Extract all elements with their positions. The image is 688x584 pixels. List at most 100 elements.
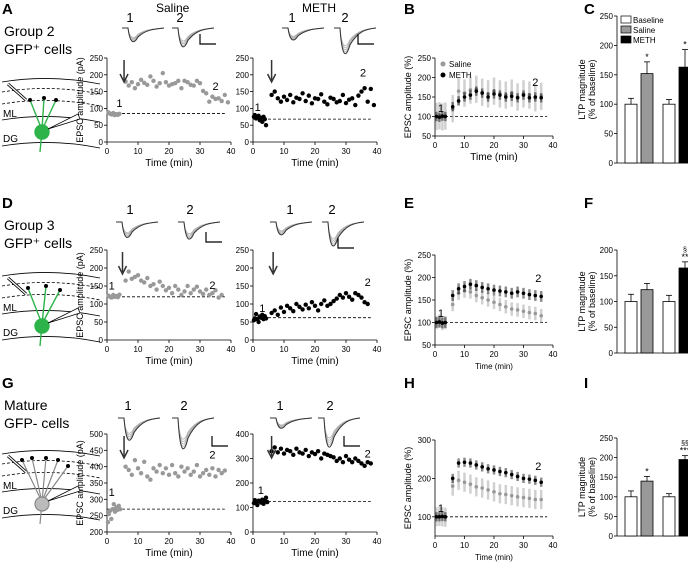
series-point-saline xyxy=(509,493,514,498)
trace-label-A-meth-1: 1 xyxy=(288,10,295,25)
data-point xyxy=(272,445,277,450)
timepoint-label-2: 2 xyxy=(360,67,366,79)
series-point-meth xyxy=(440,321,445,325)
trace-label-A-meth-2: 2 xyxy=(341,10,348,25)
series-point-saline xyxy=(492,300,496,305)
trace-line xyxy=(282,27,325,41)
column-title-saline: Saline xyxy=(156,1,190,15)
y-tick-label: 300 xyxy=(418,436,432,445)
data-point xyxy=(340,295,346,300)
series-point-meth xyxy=(474,463,479,467)
data-point xyxy=(207,99,212,104)
bar-saline xyxy=(640,289,654,354)
neuron-D xyxy=(26,284,62,347)
series-point-meth xyxy=(504,470,508,475)
data-point xyxy=(213,288,218,293)
series-point-meth xyxy=(515,95,520,100)
y-tick-label: 100 xyxy=(600,298,614,307)
panel-label-F: F xyxy=(584,195,593,212)
significance-stars: * xyxy=(683,40,687,50)
tetanus-arrowhead xyxy=(119,449,129,460)
data-point xyxy=(362,463,367,469)
data-point xyxy=(129,472,134,478)
series-point-meth xyxy=(533,478,538,483)
panel-label-I: I xyxy=(584,375,588,392)
x-tick-label: 20 xyxy=(311,345,320,354)
tetanus-arrowhead xyxy=(266,73,277,84)
data-point xyxy=(179,464,184,469)
x-axis-label: Time (min) xyxy=(145,356,192,367)
timepoint-label-2: 2 xyxy=(209,280,215,292)
trace-label-G-saline-1: 1 xyxy=(124,398,131,413)
series-point-saline xyxy=(456,291,461,296)
series-point-meth xyxy=(539,294,543,299)
data-point xyxy=(291,452,296,458)
data-point xyxy=(281,94,287,99)
tetanus-arrowhead xyxy=(119,73,129,84)
data-point xyxy=(281,309,287,315)
panel-label-D: D xyxy=(2,195,13,212)
data-point xyxy=(263,495,269,500)
series-point-meth xyxy=(480,465,485,469)
data-point xyxy=(154,84,159,89)
data-point xyxy=(334,458,339,464)
data-point xyxy=(297,304,302,310)
data-point xyxy=(176,287,181,292)
data-point xyxy=(169,291,175,296)
data-point xyxy=(182,469,187,474)
bar-baseline xyxy=(662,301,676,354)
y-axis-label: (% of baseline) xyxy=(587,271,597,331)
series-point-meth xyxy=(434,320,439,325)
data-point xyxy=(222,468,227,473)
layer-dg-A: DG xyxy=(3,134,18,145)
series-point-saline xyxy=(509,91,514,95)
x-axis-label: Time (min) xyxy=(470,152,517,163)
neuron-G xyxy=(20,456,70,525)
x-tick-label: 0 xyxy=(251,147,256,156)
data-point xyxy=(200,291,206,297)
data-point xyxy=(111,502,117,507)
data-point xyxy=(157,279,162,284)
series-point-saline xyxy=(468,482,473,486)
data-point xyxy=(312,303,318,308)
significance-stars: *** xyxy=(680,446,688,456)
chart-D-meth: 0 50 100 150 200 250 0 10 20 30 40 Time (min) 1 2 xyxy=(236,246,382,367)
series-point-meth xyxy=(440,114,445,118)
series-point-meth xyxy=(533,293,538,298)
data-point xyxy=(300,451,305,456)
chart-A-meth: 0 50 100 150 200 250 0 10 20 30 40 Time (min) 1 2 xyxy=(236,54,382,169)
series-point-meth xyxy=(486,95,490,99)
legend-swatch-meth xyxy=(620,35,632,44)
series-point-meth xyxy=(474,283,479,288)
bar-saline xyxy=(640,480,654,537)
x-tick-label: 10 xyxy=(460,541,469,550)
y-tick-label: 0 xyxy=(245,336,250,345)
data-point xyxy=(135,466,141,471)
data-point xyxy=(123,278,128,283)
timepoint-label-1: 1 xyxy=(259,303,265,315)
trace-label-D-meth-2: 2 xyxy=(328,202,335,217)
trace-D-meth-2 xyxy=(322,221,365,247)
x-tick-label: 20 xyxy=(165,537,174,546)
series-point-meth xyxy=(492,288,496,292)
series-point-saline xyxy=(521,309,526,314)
series-point-meth xyxy=(509,94,514,99)
recording-pipette-G xyxy=(47,485,81,502)
data-point xyxy=(117,506,123,512)
y-tick-label: 100 xyxy=(236,300,250,309)
scale-bar-D-saline xyxy=(205,232,222,243)
x-tick-label: 10 xyxy=(134,345,143,354)
scale-bar-D-meth xyxy=(337,238,354,249)
y-tick-label: 150 xyxy=(90,88,104,97)
trace-line xyxy=(270,221,313,236)
data-point xyxy=(188,472,193,478)
chart-E: 50 100 150 200 250 0 10 20 30 40 Time (min) EPSC am… xyxy=(403,251,558,371)
data-point xyxy=(123,464,128,469)
x-tick-label: 40 xyxy=(373,345,382,354)
data-point xyxy=(278,99,284,104)
bar-baseline xyxy=(662,103,676,164)
data-point xyxy=(207,472,212,478)
timepoint-label-2: 2 xyxy=(532,77,538,89)
series-point-saline xyxy=(527,93,532,97)
